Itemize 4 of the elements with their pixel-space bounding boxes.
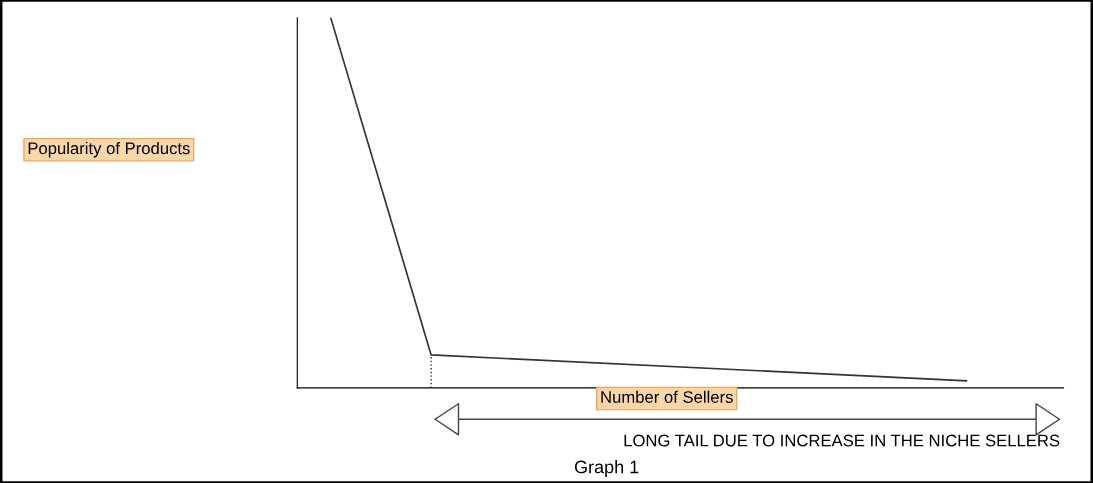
text: LONG TAIL DUE TO INCREASE IN THE NICHE SELLERS [624, 434, 1060, 447]
text: Popularity of Products [28, 141, 190, 158]
text: Graph 1 [574, 460, 639, 477]
x-axis-title: Number of Sellers [601, 390, 733, 403]
